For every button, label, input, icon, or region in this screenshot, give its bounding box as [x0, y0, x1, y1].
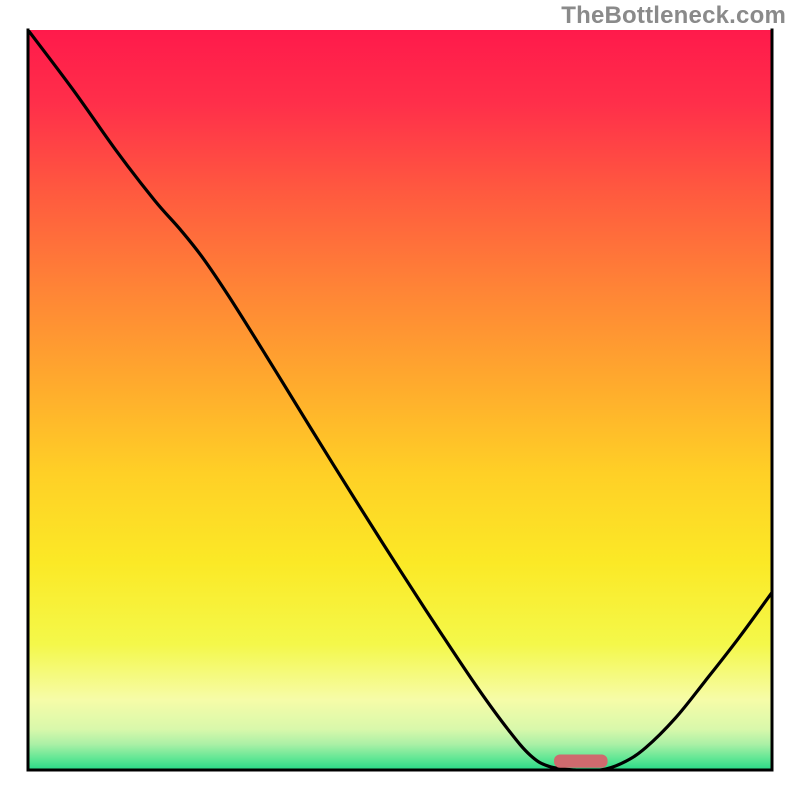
gradient-background	[28, 30, 772, 770]
watermark-text: TheBottleneck.com	[561, 2, 786, 30]
chart-svg	[0, 0, 800, 800]
plot-area	[28, 30, 772, 771]
chart-root: { "meta": { "source_watermark": "TheBott…	[0, 0, 800, 800]
optimal-marker	[554, 754, 608, 767]
